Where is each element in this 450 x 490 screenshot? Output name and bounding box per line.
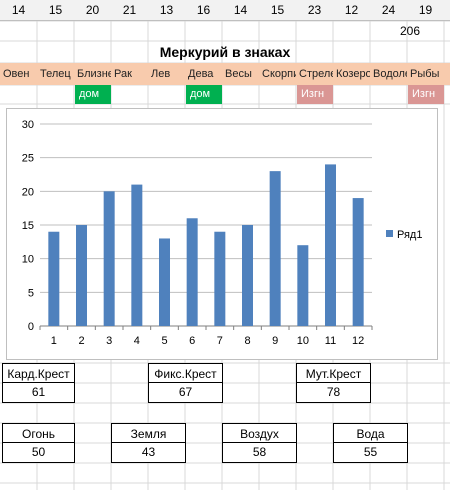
header-number: 24 xyxy=(381,3,396,17)
header-number: 19 xyxy=(418,3,433,17)
x-tick-label: 3 xyxy=(106,335,112,347)
fixed-cross-label: Фикс.Крест xyxy=(149,364,222,383)
sign-cell: Рак xyxy=(114,68,132,80)
fire-value: 50 xyxy=(31,445,46,459)
total-value: 206 xyxy=(399,24,420,38)
earth-value: 43 xyxy=(141,445,156,459)
fire-label: Огонь xyxy=(3,424,74,443)
sign-cell: Стрелец xyxy=(299,68,333,80)
air-label: Воздух xyxy=(223,424,296,443)
sign-cell: Близнецы xyxy=(77,68,111,80)
legend-label: Ряд1 xyxy=(397,229,422,241)
header-number: 13 xyxy=(159,3,174,17)
header-number: 14 xyxy=(11,3,26,17)
fixed-cross-value: 67 xyxy=(178,385,193,399)
fixed-cross-box: Фикс.Крест 67 xyxy=(148,363,223,403)
x-tick-label: 1 xyxy=(51,335,57,347)
x-tick-label: 7 xyxy=(217,335,223,347)
x-tick-label: 2 xyxy=(78,335,84,347)
bar xyxy=(159,238,170,326)
dom-tag: дом xyxy=(186,85,222,104)
sign-cell: Лев xyxy=(151,68,171,80)
earth-box: Земля 43 xyxy=(111,423,186,463)
header-number: 15 xyxy=(270,3,285,17)
sign-cell: Весы xyxy=(225,68,252,80)
bar xyxy=(186,218,198,326)
header-number: 20 xyxy=(85,3,100,17)
x-tick-label: 6 xyxy=(189,335,195,347)
mutable-cross-value: 78 xyxy=(326,385,341,399)
bar xyxy=(242,225,253,326)
air-value: 58 xyxy=(252,445,267,459)
bar xyxy=(131,184,143,326)
y-tick-label: 15 xyxy=(22,220,34,232)
water-value: 55 xyxy=(363,445,378,459)
water-label: Вода xyxy=(334,424,407,443)
x-tick-label: 10 xyxy=(297,335,309,347)
bar xyxy=(269,171,281,326)
bar xyxy=(103,191,115,326)
header-number: 16 xyxy=(196,3,211,17)
izgn-tag: Изгн xyxy=(408,85,444,104)
header-number: 14 xyxy=(233,3,248,17)
legend-swatch xyxy=(386,230,393,237)
x-tick-label: 9 xyxy=(272,335,278,347)
header-number: 12 xyxy=(344,3,359,17)
page-title: Меркурий в знаках xyxy=(159,44,291,60)
bar xyxy=(48,231,60,326)
air-box: Воздух 58 xyxy=(222,423,297,463)
dom-tag: дом xyxy=(75,85,111,104)
fire-box: Огонь 50 xyxy=(2,423,75,463)
izgn-tag: Изгн xyxy=(297,85,333,104)
mutable-cross-box: Мут.Крест 78 xyxy=(296,363,371,403)
mutable-cross-label: Мут.Крест xyxy=(297,364,370,383)
x-tick-label: 8 xyxy=(244,335,250,347)
sign-cell: Козерог xyxy=(336,68,370,80)
header-number: 15 xyxy=(48,3,63,17)
x-tick-label: 4 xyxy=(134,335,140,347)
sign-cell: Овен xyxy=(3,68,30,80)
sign-cell: Скорпион xyxy=(262,68,296,80)
header-row xyxy=(0,0,450,21)
y-tick-label: 5 xyxy=(28,287,34,299)
bar xyxy=(325,164,336,326)
bar xyxy=(352,198,364,326)
bar xyxy=(76,225,87,326)
earth-label: Земля xyxy=(112,424,185,443)
cardinal-cross-value: 61 xyxy=(31,385,46,399)
y-tick-label: 30 xyxy=(22,119,34,131)
sign-cell: Дева xyxy=(188,68,214,80)
cardinal-cross-label: Кард.Крест xyxy=(3,364,74,383)
y-tick-label: 25 xyxy=(22,153,34,165)
header-number: 23 xyxy=(307,3,322,17)
bar xyxy=(297,245,309,326)
sign-cell: Водолей xyxy=(373,68,407,80)
sign-cell: Рыбы xyxy=(410,68,440,80)
y-tick-label: 0 xyxy=(28,321,34,333)
x-tick-label: 12 xyxy=(352,335,364,347)
x-tick-label: 11 xyxy=(325,335,336,347)
cardinal-cross-box: Кард.Крест 61 xyxy=(2,363,75,403)
sign-cell: Телец xyxy=(40,68,71,80)
y-tick-label: 20 xyxy=(22,186,34,198)
bar xyxy=(214,231,226,326)
signs-row-bg xyxy=(0,63,450,85)
y-tick-label: 10 xyxy=(22,254,34,266)
water-box: Вода 55 xyxy=(333,423,408,463)
header-number: 21 xyxy=(122,3,137,17)
x-tick-label: 5 xyxy=(161,335,167,347)
